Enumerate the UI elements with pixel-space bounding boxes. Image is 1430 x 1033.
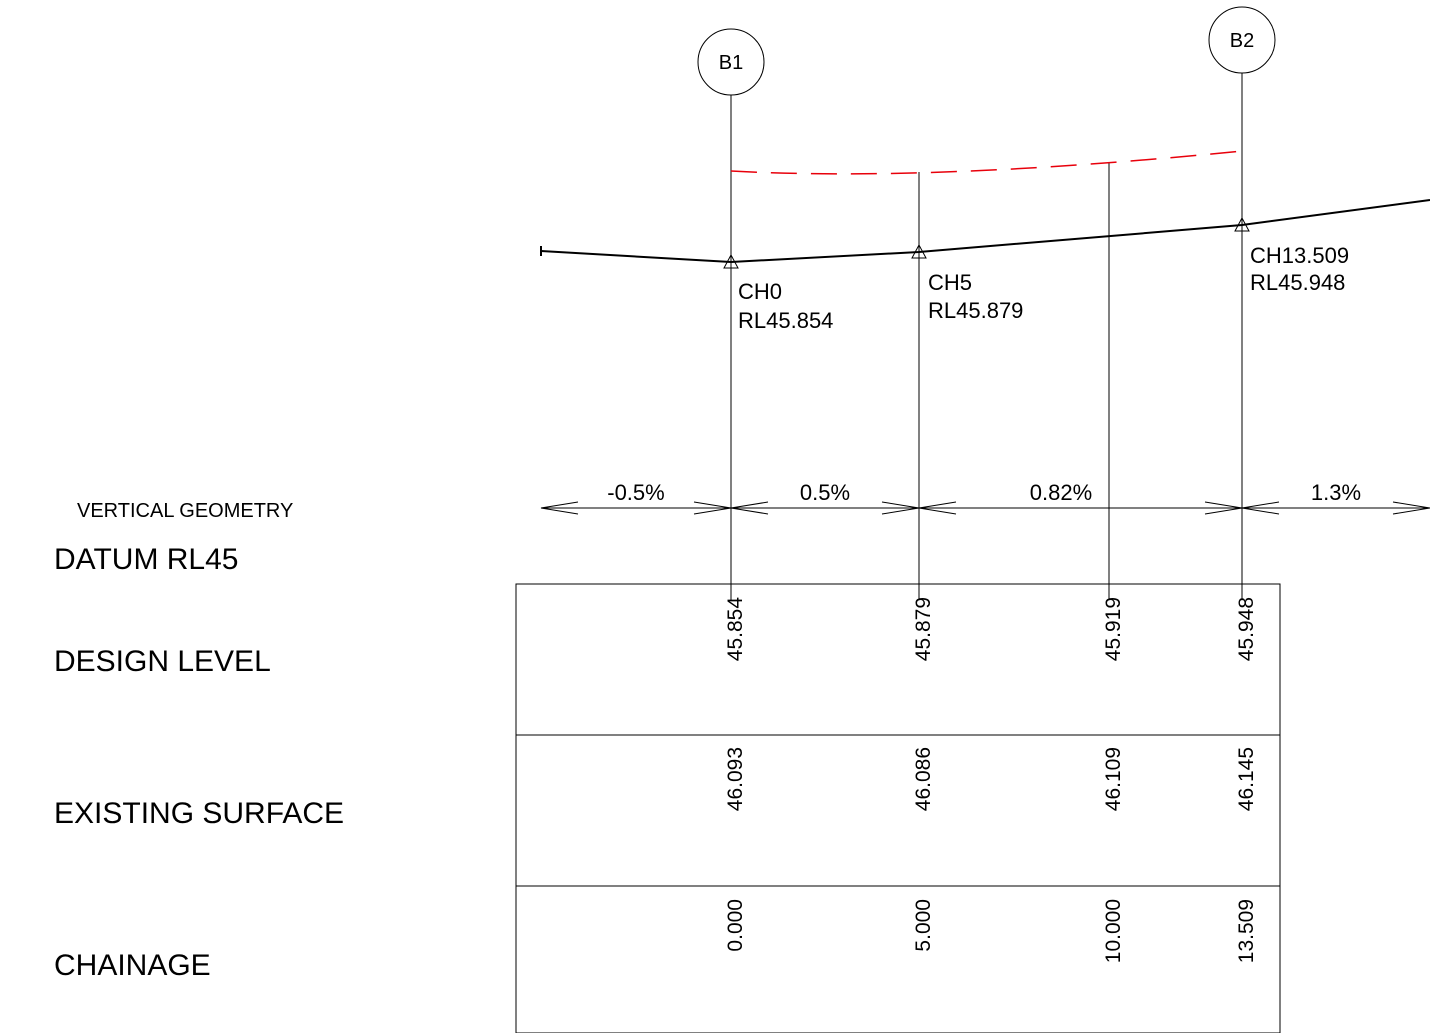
- design-level-row-label: DESIGN LEVEL: [54, 645, 271, 678]
- existing-surface-value: 46.093: [724, 747, 747, 811]
- point-rl-label-ch13509: RL45.948: [1250, 270, 1345, 295]
- existing-surface-value: 46.145: [1235, 747, 1258, 811]
- design-level-value: 45.879: [912, 597, 935, 661]
- existing-surface-line: [730, 150, 1243, 175]
- design-profile-line: [540, 199, 1430, 264]
- grade-arrow-ch0-out: [730, 501, 769, 515]
- design-level-value: 45.854: [724, 597, 747, 662]
- design-level-value: 45.948: [1235, 597, 1258, 661]
- point-rl-label-ch5: RL45.879: [928, 298, 1023, 323]
- grade-label-2: 0.5%: [800, 480, 850, 505]
- chainage-value: 13.509: [1235, 899, 1258, 963]
- data-table-border: [515, 583, 1281, 1033]
- grade-label-3: 0.82%: [1030, 480, 1092, 505]
- datum-label: DATUM RL45: [54, 543, 238, 576]
- chainage-row-label: CHAINAGE: [54, 949, 211, 982]
- point-marker-ch13509: [1234, 216, 1250, 232]
- grade-arrow-ch5-out: [918, 501, 957, 515]
- point-ch-label-ch13509: CH13.509: [1250, 243, 1349, 268]
- b2-bubble-label: B2: [1230, 30, 1254, 52]
- b1-bubble-label: B1: [719, 52, 743, 74]
- grade-label-1: -0.5%: [607, 480, 664, 505]
- section-title: VERTICAL GEOMETRY: [77, 500, 293, 522]
- point-ch-label-ch0: CH0: [738, 279, 782, 304]
- grade-arrow-left-end: [540, 501, 579, 515]
- point-marker-ch5: [911, 243, 927, 259]
- existing-surface-value: 46.086: [912, 747, 935, 811]
- point-marker-ch0: [723, 253, 739, 269]
- existing-surface-value: 46.109: [1102, 747, 1125, 811]
- chainage-value: 10.000: [1102, 899, 1125, 963]
- point-rl-label-ch0: RL45.854: [738, 308, 833, 333]
- chainage-value: 0.000: [724, 899, 747, 952]
- chainage-value: 5.000: [912, 899, 935, 952]
- grade-arrow-ch13509-out: [1241, 501, 1280, 515]
- grade-label-4: 1.3%: [1311, 480, 1361, 505]
- design-level-value: 45.919: [1102, 597, 1125, 661]
- existing-surface-row-label: EXISTING SURFACE: [54, 797, 344, 830]
- grade-arrow-right-end: [1392, 501, 1430, 515]
- point-ch-label-ch5: CH5: [928, 270, 972, 295]
